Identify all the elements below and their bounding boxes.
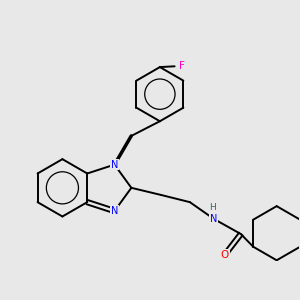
Text: N: N bbox=[111, 206, 118, 216]
Text: N: N bbox=[210, 214, 218, 224]
Text: H: H bbox=[209, 203, 216, 212]
Text: F: F bbox=[179, 61, 185, 71]
Text: O: O bbox=[221, 250, 229, 260]
Text: N: N bbox=[111, 160, 118, 170]
